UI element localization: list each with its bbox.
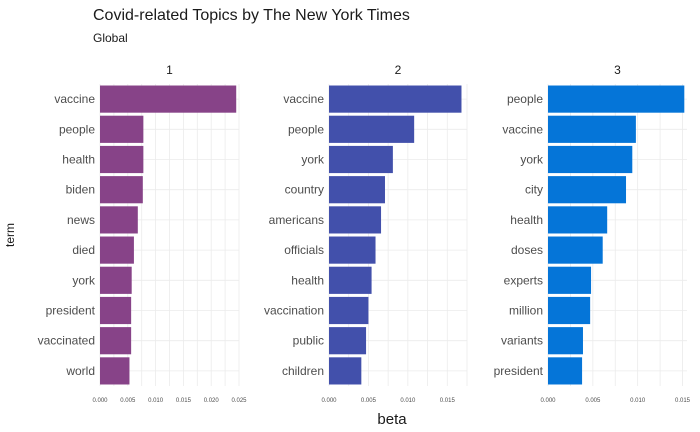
term-label: city [525,183,543,197]
bar [548,296,591,325]
term-label: country [285,183,324,197]
bar [548,176,627,204]
term-label: world [65,364,95,378]
term-label: president [46,304,96,318]
x-tick-label: 0.000 [92,398,108,404]
bar [548,236,603,264]
x-tick-label: 0.015 [176,398,192,404]
x-tick-label: 0.005 [361,398,377,404]
term-label: president [494,364,544,378]
bar [329,115,415,143]
term-label: experts [504,273,543,287]
bar [329,85,462,113]
term-label: officials [284,243,324,257]
bar [329,236,376,264]
facet-label: 2 [395,63,402,77]
chart-subtitle: Global [93,31,128,45]
x-tick-label: 0.020 [204,398,220,404]
term-label: public [293,334,324,348]
term-label: people [288,122,324,136]
bar [100,266,132,294]
bar [329,176,385,204]
bar [100,206,138,234]
bar [100,296,132,325]
term-label: died [72,243,95,257]
bar [548,266,592,294]
x-tick-label: 0.025 [231,398,247,404]
term-label: york [520,153,544,167]
bar [548,85,685,113]
chart-title: Covid-related Topics by The New York Tim… [93,7,410,24]
bar [329,206,382,234]
x-tick-label: 0.005 [585,398,601,404]
term-label: york [72,273,96,287]
bar [100,176,143,204]
term-label: doses [511,243,543,257]
bar [548,357,583,385]
term-label: health [62,153,95,167]
x-tick-label: 0.005 [120,398,136,404]
facet-label: 3 [614,63,621,77]
bar [548,206,608,234]
term-label: vaccine [54,92,95,106]
term-label: york [301,153,325,167]
x-tick-label: 0.015 [675,398,691,404]
x-tick-label: 0.015 [440,398,456,404]
bar [548,327,583,355]
term-label: health [291,273,324,287]
bar [329,327,367,355]
term-label: vaccine [502,122,543,136]
bar [100,85,237,113]
facet-label: 1 [166,63,173,77]
x-tick-label: 0.000 [540,398,556,404]
bar [329,357,362,385]
x-tick-label: 0.000 [321,398,337,404]
x-tick-label: 0.010 [630,398,646,404]
bar [100,327,132,355]
term-label: americans [269,213,324,227]
term-label: people [507,92,543,106]
term-label: variants [501,334,543,348]
term-label: children [282,364,324,378]
term-label: people [59,122,95,136]
bar [100,145,144,174]
term-label: million [509,304,543,318]
x-tick-label: 0.010 [148,398,164,404]
bar [329,296,369,325]
bar [329,145,393,174]
bar [100,357,130,385]
bar [548,115,636,143]
bar [100,115,144,143]
term-label: vaccination [264,304,324,318]
y-axis-title: term [3,223,17,247]
bar [100,236,134,264]
term-label: health [510,213,543,227]
term-label: biden [66,183,95,197]
x-axis-title: beta [377,411,407,428]
bar [548,145,633,174]
bar [329,266,372,294]
term-label: vaccine [283,92,324,106]
x-tick-label: 0.010 [400,398,416,404]
term-label: news [67,213,95,227]
term-label: vaccinated [38,334,95,348]
